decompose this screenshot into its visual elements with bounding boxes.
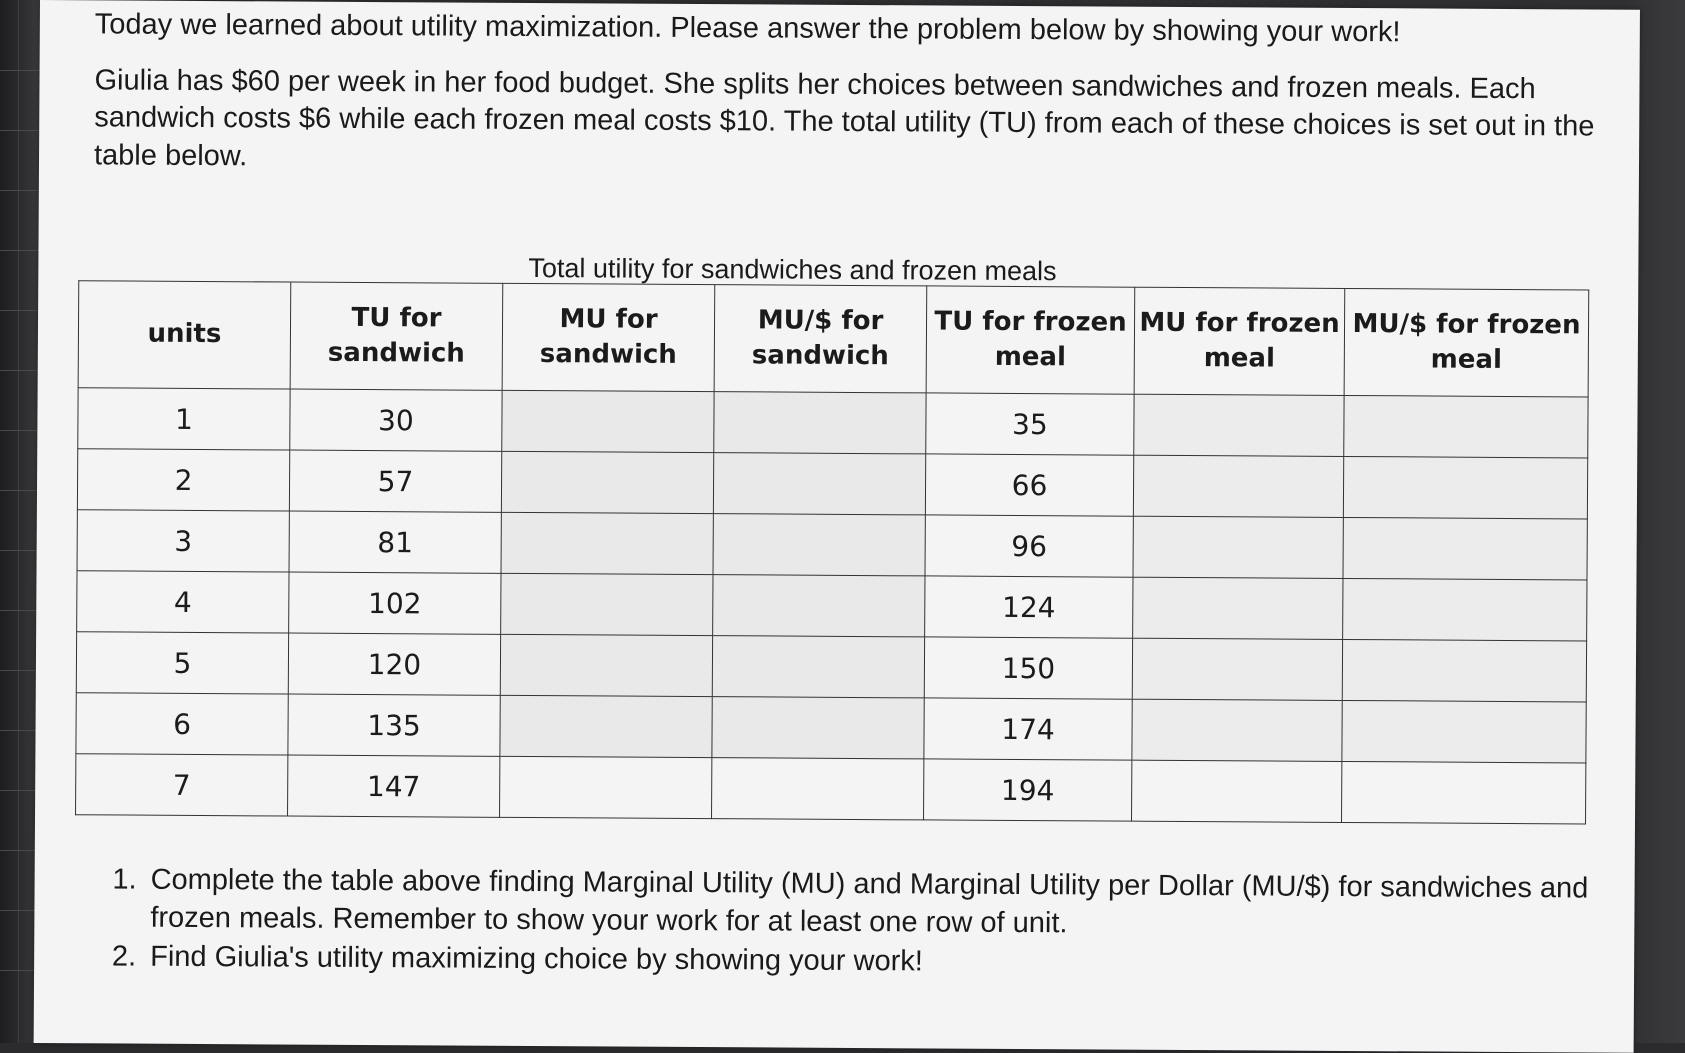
cell-tu-frozen-meal: 150 [924,636,1133,700]
cell-mu-per-dollar-sandwich[interactable] [712,635,925,698]
cell-mu-per-dollar-frozen-meal[interactable] [1342,517,1588,580]
cell-mu-sandwich[interactable] [501,512,714,575]
cell-mu-per-dollar-sandwich[interactable] [711,757,924,820]
header-mu-per-dollar-sandwich: MU/$ for sandwich [714,284,927,393]
cell-mu-per-dollar-sandwich[interactable] [711,696,925,759]
table-row: 7 147 194 [75,753,1586,824]
cell-mu-frozen-meal[interactable] [1133,394,1345,457]
cell-units: 6 [75,692,289,756]
cell-tu-frozen-meal: 96 [924,514,1134,578]
cell-mu-per-dollar-sandwich[interactable] [713,391,927,454]
cell-mu-per-dollar-sandwich[interactable] [712,574,925,637]
table-row: 1 30 35 [77,387,1589,458]
cell-units: 4 [76,570,290,634]
question-list: Complete the table above finding Margina… [84,860,1645,984]
cell-units: 2 [77,448,290,512]
cell-mu-per-dollar-frozen-meal[interactable] [1342,639,1587,702]
header-tu-sandwich: TU for sandwich [290,282,503,391]
cell-mu-per-dollar-frozen-meal[interactable] [1343,456,1588,519]
cell-mu-frozen-meal[interactable] [1132,638,1343,701]
cell-mu-per-dollar-sandwich[interactable] [713,452,926,515]
cell-mu-per-dollar-frozen-meal[interactable] [1343,395,1589,458]
cell-units: 1 [77,387,291,451]
cell-tu-sandwich: 135 [287,694,501,757]
cell-mu-sandwich[interactable] [499,756,712,819]
cell-tu-frozen-meal: 194 [923,758,1132,822]
cell-mu-frozen-meal[interactable] [1132,577,1343,640]
intro-text: Today we learned about utility maximizat… [94,6,1615,202]
cell-tu-frozen-meal: 35 [925,392,1135,456]
cell-tu-frozen-meal: 174 [923,697,1133,761]
cell-mu-sandwich[interactable] [499,695,713,758]
cell-mu-frozen-meal[interactable] [1132,516,1344,579]
cell-mu-sandwich[interactable] [501,390,715,453]
utility-table: units TU for sandwich MU for sandwich MU… [75,280,1589,824]
table-row: 6 135 174 [75,692,1587,763]
table-row: 2 57 66 [77,448,1588,519]
cell-mu-per-dollar-frozen-meal[interactable] [1341,700,1587,763]
cell-mu-frozen-meal[interactable] [1131,699,1343,762]
cell-tu-sandwich: 120 [288,633,501,696]
table-caption: Total utility for sandwiches and frozen … [528,252,1057,287]
header-tu-frozen-meal: TU for frozen meal [926,285,1135,395]
header-units: units [78,280,291,390]
table-row: 5 120 150 [76,631,1587,702]
cell-units: 5 [76,631,289,695]
cell-mu-sandwich[interactable] [500,634,713,697]
header-mu-frozen-meal: MU for frozen meal [1134,287,1345,396]
cell-tu-frozen-meal: 124 [924,575,1133,639]
intro-heading: Today we learned about utility maximizat… [94,8,1401,49]
table-row: 3 81 96 [77,509,1588,580]
cell-units: 3 [77,509,290,573]
header-mu-sandwich: MU for sandwich [502,283,715,392]
cell-mu-sandwich[interactable] [501,451,714,514]
worksheet-page: Today we learned about utility maximizat… [33,0,1640,1053]
question-item: Complete the table above finding Margina… [144,861,1644,947]
table-header-row: units TU for sandwich MU for sandwich MU… [78,280,1589,397]
cell-mu-per-dollar-frozen-meal[interactable] [1341,761,1586,824]
cell-tu-sandwich: 81 [289,511,502,574]
cell-mu-sandwich[interactable] [500,573,714,636]
cell-tu-sandwich: 147 [287,755,500,818]
cell-units: 7 [75,753,288,817]
cell-tu-frozen-meal: 66 [925,453,1134,517]
cell-tu-sandwich: 102 [288,572,502,635]
header-mu-per-dollar-frozen-meal: MU/$ for frozen meal [1344,288,1589,397]
background-grid-line [18,0,19,1043]
cell-mu-per-dollar-sandwich[interactable] [713,513,926,576]
cell-tu-sandwich: 30 [289,389,503,452]
cell-tu-sandwich: 57 [289,450,502,513]
cell-mu-frozen-meal[interactable] [1131,760,1342,823]
problem-statement: Giulia has $60 per week in her food budg… [93,64,1595,173]
cell-mu-per-dollar-frozen-meal[interactable] [1342,578,1587,641]
table-row: 4 102 124 [76,570,1587,641]
cell-mu-frozen-meal[interactable] [1133,455,1344,518]
question-item: Find Giulia's utility maximizing choice … [144,937,1644,984]
